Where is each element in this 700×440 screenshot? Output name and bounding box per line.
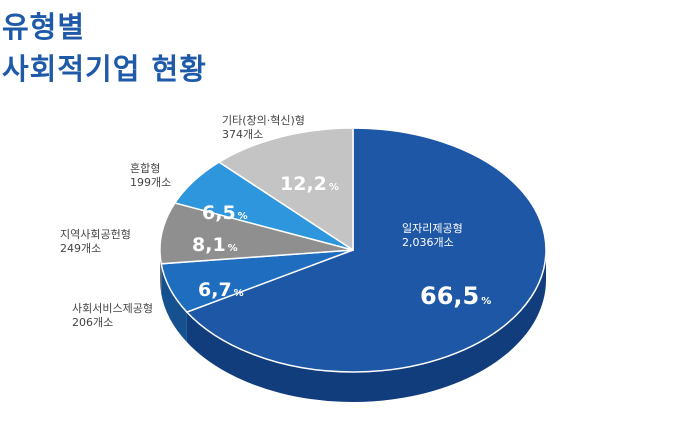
- pie-category-count: 249개소: [60, 242, 101, 255]
- pie-category-name: 사회서비스제공형: [72, 302, 153, 315]
- pie-slice-side: [161, 263, 187, 343]
- pie-category-name: 지역사회공헌형: [60, 228, 131, 241]
- pie-category-count: 374개소: [222, 128, 263, 141]
- pie-category-count: 206개소: [72, 316, 113, 329]
- pie-category-name: 혼합형: [130, 162, 160, 175]
- pie-slice: [185, 127, 547, 373]
- pie-slice: [217, 127, 354, 252]
- pie-value-label: 12,2%: [280, 173, 339, 195]
- pie-slice-side: [186, 250, 547, 402]
- pie-slice: [159, 202, 354, 265]
- chart-title-line-1: 유형별: [2, 10, 86, 44]
- pie-category-count: 2,036개소: [402, 236, 454, 249]
- pie-category-name: 기타(창의·혁신)형: [222, 114, 305, 127]
- chart-title-line-2: 사회적기업 현황: [2, 52, 207, 86]
- pie-category-count: 199개소: [130, 176, 171, 189]
- pie-category-name: 일자리제공형: [402, 221, 463, 235]
- pie-slices: [159, 127, 547, 373]
